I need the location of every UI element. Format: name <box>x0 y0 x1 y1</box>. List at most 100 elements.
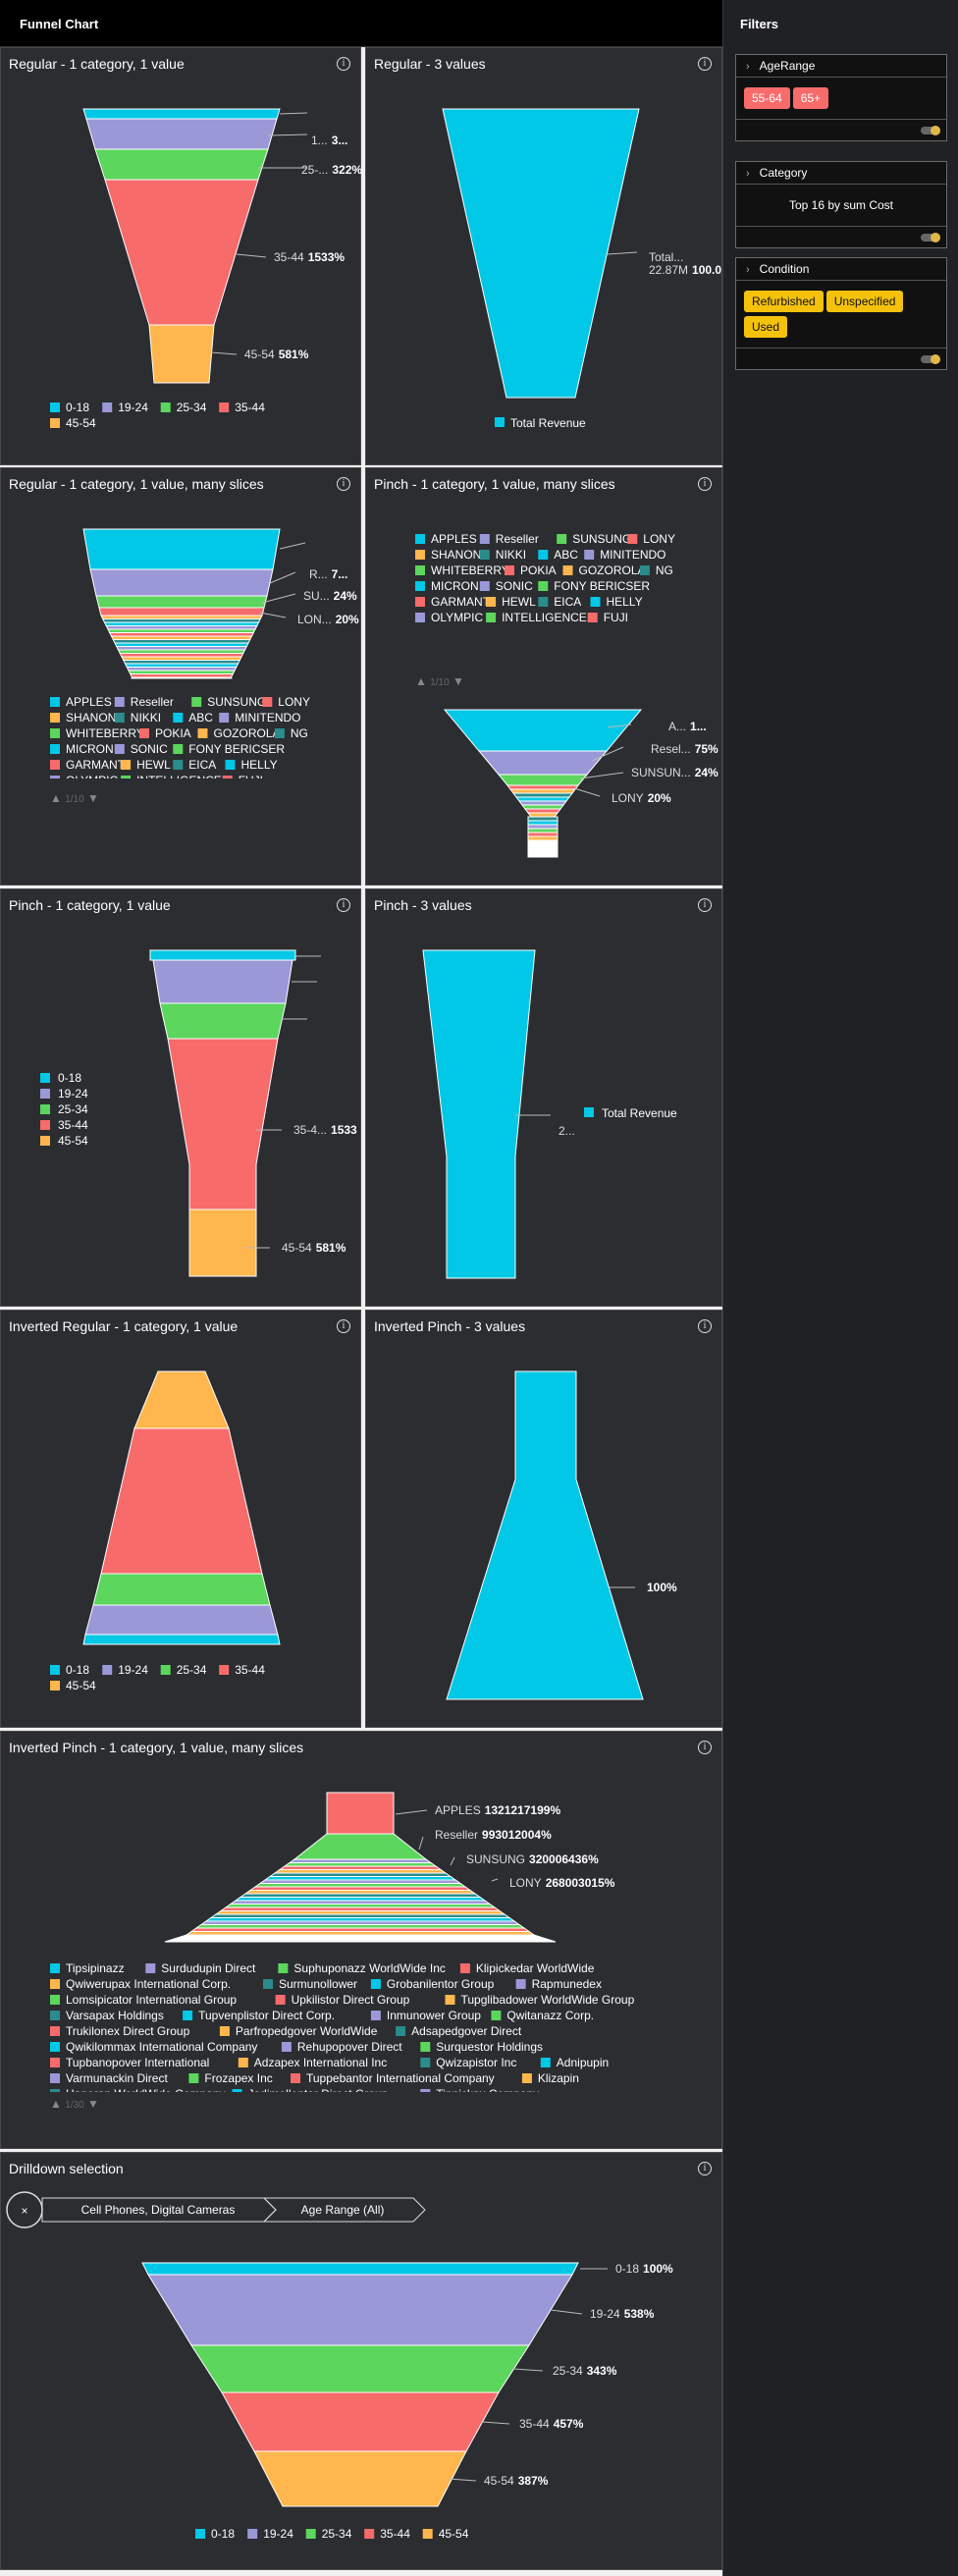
funnel-segment[interactable] <box>515 796 570 802</box>
legend-item-35-44[interactable]: 35-44 <box>235 401 265 414</box>
legend-item-company[interactable]: Varsapax Holdings <box>66 2009 164 2022</box>
funnel-segment[interactable] <box>85 118 278 150</box>
legend-item-brand[interactable]: GARMANT <box>66 758 126 772</box>
legend-item-19-24[interactable]: 19-24 <box>118 1663 148 1677</box>
filter-header[interactable]: › Condition <box>736 258 946 281</box>
funnel-segment[interactable] <box>204 1917 516 1922</box>
funnel-segment[interactable] <box>185 1931 536 1936</box>
legend-item-brand[interactable]: MICRON <box>66 742 114 756</box>
filter-chip[interactable]: 55-64 <box>744 87 790 109</box>
funnel-segment[interactable] <box>100 1427 263 1575</box>
legend-item-35-44[interactable]: 35-44 <box>235 1663 265 1677</box>
filter-header[interactable]: › Category <box>736 162 946 185</box>
legend-item-brand[interactable]: INTELLIGENCE <box>502 611 587 624</box>
breadcrumb-item[interactable] <box>262 2197 426 2223</box>
legend-item-company[interactable]: Surquestor Holdings <box>436 2040 543 2054</box>
funnel-segment[interactable] <box>128 670 236 674</box>
funnel-segment[interactable] <box>129 673 235 678</box>
funnel-segment[interactable] <box>84 1604 279 1636</box>
legend-item-brand[interactable]: FUJI <box>604 611 628 624</box>
legend-item-45-54[interactable]: 45-54 <box>439 2527 469 2541</box>
funnel-segment[interactable] <box>119 653 244 658</box>
legend-item-company[interactable]: Rehupopover Direct <box>297 2040 402 2054</box>
funnel-segment[interactable] <box>224 1904 497 1908</box>
chevron-right-icon[interactable]: › <box>746 61 750 73</box>
funnel-segment[interactable] <box>527 820 559 826</box>
funnel-segment[interactable] <box>141 2262 579 2276</box>
funnel-segment[interactable] <box>148 324 215 384</box>
info-icon[interactable]: i <box>337 57 350 71</box>
chevron-right-icon[interactable]: › <box>746 264 750 276</box>
funnel-segment[interactable] <box>199 1920 521 1925</box>
funnel-segment[interactable] <box>95 595 268 609</box>
filter-header[interactable]: › AgeRange <box>736 55 946 78</box>
funnel-segment[interactable] <box>115 646 248 651</box>
legend-item-brand[interactable]: POKIA <box>520 564 557 577</box>
filter-chip[interactable]: Unspecified <box>825 291 904 312</box>
funnel-segment[interactable] <box>527 839 559 858</box>
pager-up-icon[interactable]: ▲ <box>415 674 430 688</box>
legend-item-45-54[interactable]: 45-54 <box>66 1679 96 1692</box>
funnel-segment[interactable] <box>126 667 238 671</box>
funnel-segment[interactable] <box>273 1869 448 1874</box>
info-icon[interactable]: i <box>698 1741 712 1754</box>
funnel-segment[interactable] <box>167 1038 279 1210</box>
funnel-segment[interactable] <box>117 649 246 654</box>
funnel-segment[interactable] <box>104 179 259 326</box>
funnel-segment[interactable] <box>477 750 609 776</box>
info-icon[interactable]: i <box>698 477 712 491</box>
funnel-segment[interactable] <box>112 639 251 644</box>
legend-item-brand[interactable]: SHANON <box>431 548 481 562</box>
funnel-segment[interactable] <box>506 784 579 790</box>
funnel-segment[interactable] <box>263 1876 457 1881</box>
legend-item-company[interactable]: Tupbanopover International <box>66 2056 209 2069</box>
legend-item-brand[interactable]: LONY <box>278 695 310 709</box>
funnel-segment[interactable] <box>101 618 262 623</box>
legend-item-company[interactable]: Tuppebantor International Company <box>306 2071 495 2085</box>
legend-item-brand[interactable]: MICRON <box>431 579 479 593</box>
funnel-segment[interactable] <box>521 804 564 810</box>
legend-item-company[interactable]: Inmunower Group <box>387 2009 481 2022</box>
legend-item-company[interactable]: Surmunollower <box>279 1977 357 1991</box>
legend-item-brand[interactable]: SUNSUNG <box>572 532 631 546</box>
legend-item-brand[interactable]: GOZOROLA <box>579 564 646 577</box>
funnel-segment[interactable] <box>82 1634 281 1645</box>
pager-up-icon[interactable]: ▲ <box>50 791 65 805</box>
filter-toggle[interactable] <box>921 126 940 135</box>
legend-item-company[interactable]: Tipsipinazz <box>66 1961 125 1975</box>
legend-item-brand[interactable]: FONY BERICSER <box>554 579 650 593</box>
legend-item-brand[interactable]: WHITEBERRY <box>431 564 509 577</box>
funnel-segment[interactable] <box>446 1370 644 1700</box>
funnel-segment[interactable] <box>190 2344 530 2393</box>
legend-item-brand[interactable]: APPLES <box>431 532 477 546</box>
filter-toggle[interactable] <box>921 233 940 242</box>
funnel-segment[interactable] <box>527 812 559 818</box>
legend-item-company[interactable]: Tupglibadower WorldWide Group <box>461 1993 635 2007</box>
funnel-segment[interactable] <box>293 1833 428 1860</box>
legend-item-0-18[interactable]: 0-18 <box>58 1071 81 1085</box>
funnel-segment[interactable] <box>239 1893 482 1898</box>
legend-item-25-34[interactable]: 25-34 <box>322 2527 352 2541</box>
legend-item-brand[interactable]: HEWL <box>136 758 171 772</box>
funnel-segment[interactable] <box>326 1792 395 1835</box>
legend-item-company[interactable]: Qwitanazz Corp. <box>506 2009 594 2022</box>
legend-item-company[interactable]: Upkilistor Direct Group <box>292 1993 410 2007</box>
legend-item-company[interactable]: Klipickedar WorldWide <box>476 1961 595 1975</box>
funnel-segment[interactable] <box>509 788 576 794</box>
funnel-segment[interactable] <box>527 816 559 822</box>
legend-item-brand[interactable]: LONY <box>643 532 675 546</box>
legend-item-brand[interactable]: ABC <box>554 548 578 562</box>
funnel-segment[interactable] <box>221 2391 500 2452</box>
legend-item-company[interactable]: Qwikilommax International Company <box>66 2040 257 2054</box>
funnel-segment[interactable] <box>82 108 281 120</box>
funnel-segment[interactable] <box>258 1879 462 1884</box>
funnel-segment[interactable] <box>527 835 559 841</box>
legend-item-company[interactable]: Parfropedgover WorldWide <box>236 2024 378 2038</box>
legend-item-company[interactable]: Qwizapistor Inc <box>436 2056 516 2069</box>
legend-item-brand[interactable]: NIKKI <box>496 548 526 562</box>
legend-item-company[interactable]: Surdudupin Direct <box>161 1961 256 1975</box>
legend-item-brand[interactable]: NG <box>291 726 308 740</box>
funnel-segment[interactable] <box>159 1002 287 1040</box>
legend-item-brand[interactable]: Reseller <box>131 695 174 709</box>
funnel-segment[interactable] <box>122 660 241 665</box>
